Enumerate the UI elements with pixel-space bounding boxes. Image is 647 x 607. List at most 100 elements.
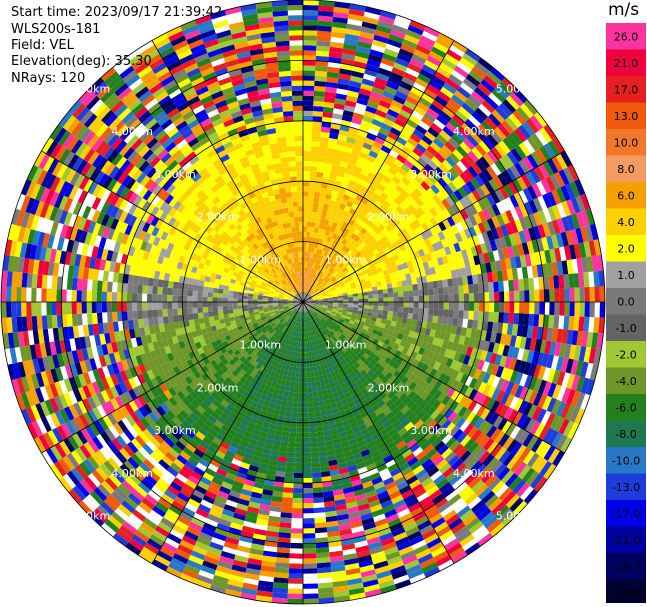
velocity-gate <box>256 419 265 427</box>
velocity-gate <box>337 309 343 313</box>
velocity-gate <box>356 418 365 427</box>
velocity-gate <box>312 116 323 122</box>
velocity-gate <box>387 204 396 213</box>
velocity-gate <box>260 457 270 465</box>
velocity-gate <box>253 324 260 330</box>
velocity-gate <box>312 298 318 301</box>
velocity-gate <box>482 272 489 284</box>
velocity-gate <box>77 400 88 414</box>
velocity-gate <box>347 243 354 250</box>
velocity-gate <box>453 309 459 319</box>
velocity-gate <box>526 435 539 450</box>
velocity-gate <box>274 333 280 339</box>
velocity-gate <box>368 399 377 408</box>
velocity-gate <box>303 427 310 433</box>
velocity-gate <box>303 35 317 41</box>
velocity-gate <box>331 21 348 29</box>
velocity-gate <box>532 225 542 240</box>
velocity-gate <box>256 440 266 448</box>
velocity-gate <box>279 446 288 453</box>
velocity-gate <box>478 283 484 293</box>
velocity-gate <box>303 120 313 127</box>
velocity-gate <box>282 332 287 338</box>
velocity-gate <box>236 545 251 554</box>
velocity-gate <box>273 577 289 584</box>
velocity-gate <box>164 451 177 463</box>
velocity-gate <box>290 376 296 383</box>
velocity-gate <box>337 230 344 237</box>
velocity-gate <box>239 394 248 403</box>
velocity-gate <box>417 519 432 531</box>
velocity-gate <box>306 262 310 268</box>
velocity-gate <box>531 326 539 339</box>
velocity-gate <box>319 255 324 261</box>
velocity-gate <box>307 298 313 301</box>
velocity-gate <box>393 436 404 446</box>
velocity-gate <box>247 469 258 477</box>
velocity-gate <box>329 469 340 476</box>
velocity-gate <box>252 354 259 361</box>
velocity-gate <box>190 356 199 365</box>
velocity-gate <box>504 235 513 248</box>
velocity-gate <box>457 276 464 286</box>
velocity-gate <box>139 462 152 475</box>
velocity-gate <box>281 313 287 317</box>
velocity-gate <box>284 321 289 327</box>
velocity-gate <box>531 351 540 365</box>
velocity-gate <box>342 267 348 273</box>
velocity-gate <box>382 118 395 128</box>
velocity-gate <box>499 291 505 302</box>
velocity-gate <box>481 490 496 504</box>
velocity-gate <box>367 308 374 313</box>
velocity-gate <box>314 375 320 382</box>
velocity-gate <box>359 564 375 573</box>
velocity-gate <box>317 441 326 448</box>
velocity-gate <box>506 439 519 453</box>
velocity-gate <box>337 219 345 226</box>
velocity-gate <box>362 380 370 388</box>
velocity-gate <box>269 328 275 334</box>
velocity-gate <box>303 302 308 304</box>
velocity-gate <box>330 169 339 176</box>
velocity-gate <box>183 320 190 328</box>
velocity-gate <box>82 385 92 399</box>
velocity-gate <box>337 305 343 309</box>
velocity-gate <box>451 521 466 535</box>
velocity-gate <box>353 368 360 376</box>
velocity-gate <box>317 30 332 37</box>
velocity-gate <box>392 254 400 262</box>
velocity-gate <box>352 293 359 297</box>
velocity-gate <box>427 335 435 344</box>
velocity-gate <box>425 375 434 385</box>
velocity-gate <box>346 334 352 340</box>
velocity-gate <box>303 457 312 464</box>
velocity-gate <box>216 368 225 377</box>
velocity-gate <box>307 302 313 305</box>
velocity-gate <box>383 140 394 150</box>
velocity-gate <box>388 403 398 412</box>
velocity-gate <box>204 467 217 477</box>
velocity-gate <box>400 359 408 368</box>
velocity-gate <box>348 299 354 302</box>
velocity-gate <box>365 349 373 356</box>
velocity-gate <box>410 86 424 98</box>
velocity-gate <box>306 226 311 232</box>
velocity-gate <box>292 397 298 403</box>
velocity-gate <box>339 371 346 379</box>
velocity-gate <box>175 413 186 423</box>
velocity-gate <box>312 345 316 352</box>
velocity-gate <box>303 300 308 302</box>
velocity-gate <box>227 467 239 476</box>
velocity-gate <box>404 408 414 418</box>
velocity-gate <box>333 281 339 286</box>
velocity-gate <box>341 312 347 316</box>
velocity-gate <box>578 242 587 258</box>
velocity-gate <box>320 311 326 315</box>
velocity-gate <box>368 388 376 396</box>
velocity-gate <box>399 392 408 402</box>
velocity-gate <box>429 103 443 115</box>
velocity-gate <box>249 351 256 359</box>
velocity-gate <box>464 542 481 556</box>
velocity-gate <box>350 245 357 253</box>
velocity-gate <box>361 78 375 87</box>
